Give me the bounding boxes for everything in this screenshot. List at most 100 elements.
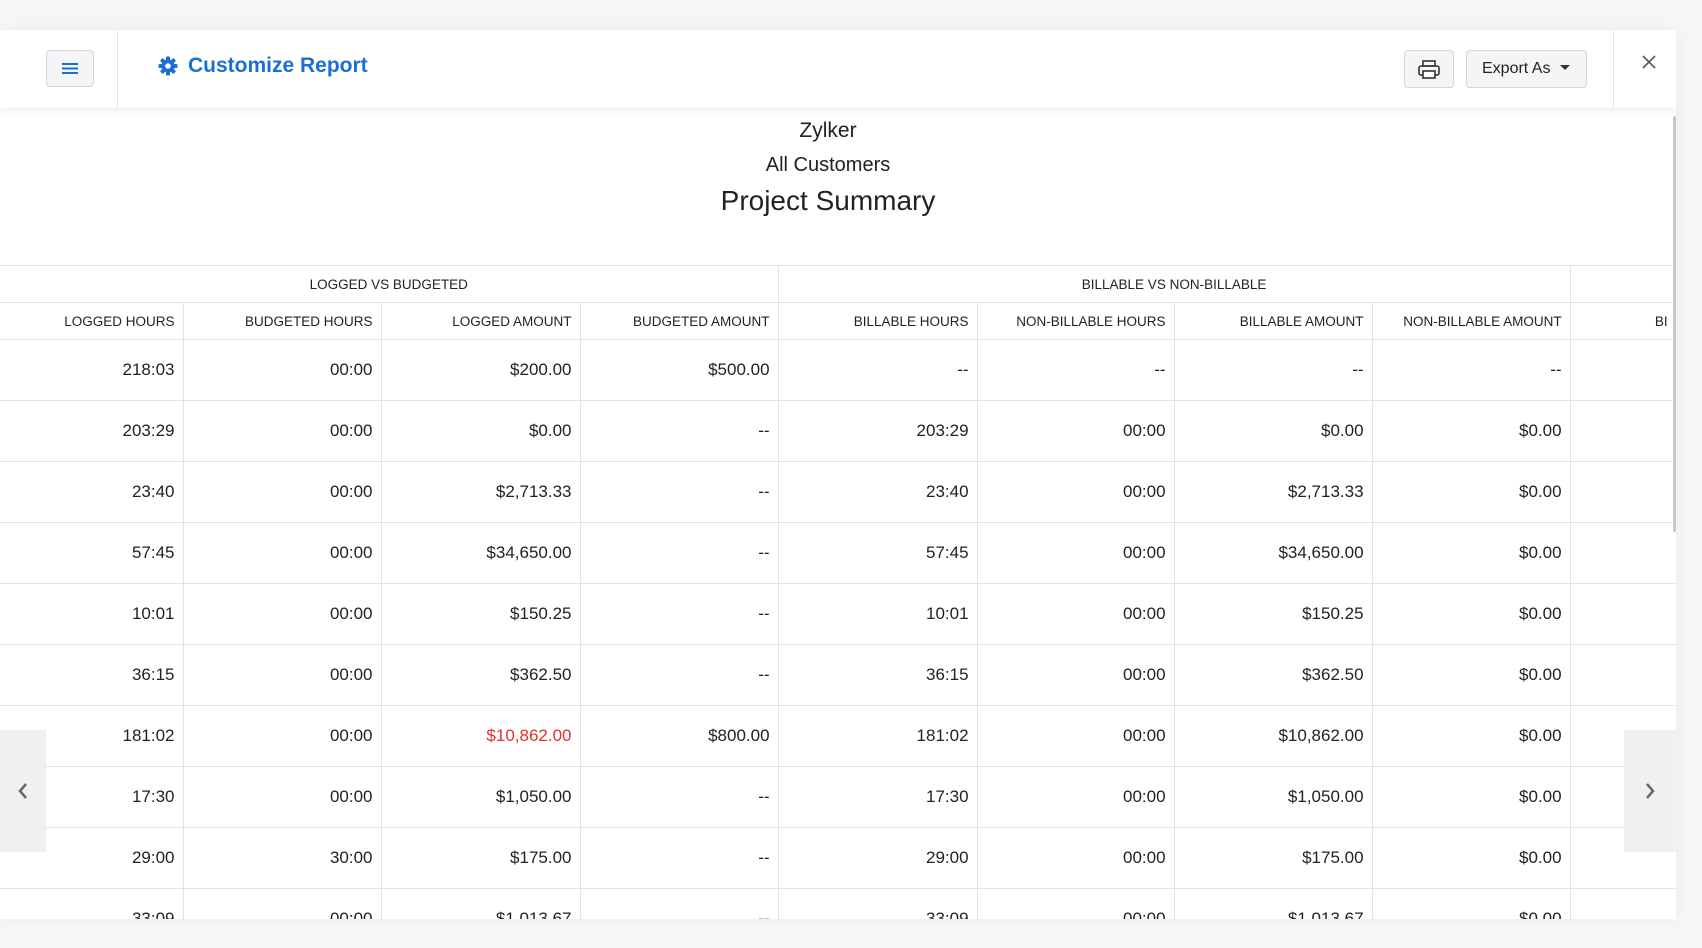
cell: 10:01 bbox=[0, 583, 184, 645]
column-header: BILLABLE HOURS bbox=[778, 302, 978, 340]
print-button[interactable] bbox=[1404, 50, 1454, 88]
scroll-right[interactable] bbox=[1624, 730, 1676, 852]
cell: 00:00 bbox=[183, 766, 382, 828]
table-row: 203:29 00:00 $0.00 -- 203:29 00:00 $0.00 $0.00 bbox=[0, 400, 1676, 462]
group-header bbox=[1570, 265, 1676, 303]
cell: 30:00 bbox=[183, 827, 382, 889]
column-header: BUDGETED HOURS bbox=[183, 302, 382, 340]
cell: $1,013.67 bbox=[381, 888, 581, 919]
table-row: 57:45 00:00 $34,650.00 -- 57:45 00:00 $34,650.… bbox=[0, 522, 1676, 584]
cell: $800.00 bbox=[580, 705, 779, 767]
cell bbox=[1570, 522, 1676, 584]
cell: 00:00 bbox=[977, 766, 1175, 828]
cell: 00:00 bbox=[183, 644, 382, 706]
cell: $362.50 bbox=[381, 644, 581, 706]
customize-report[interactable]: Customize Report bbox=[158, 54, 368, 78]
cell: $0.00 bbox=[1174, 400, 1373, 462]
divider bbox=[117, 30, 118, 108]
cell: -- bbox=[580, 522, 779, 584]
cell: $1,050.00 bbox=[1174, 766, 1373, 828]
cell: 00:00 bbox=[977, 400, 1175, 462]
cell: $0.00 bbox=[1372, 827, 1571, 889]
report-title: Project Summary bbox=[720, 185, 936, 216]
cell: $175.00 bbox=[381, 827, 581, 889]
table-row: 10:01 00:00 $150.25 -- 10:01 00:00 $150.25 $0.0… bbox=[0, 583, 1676, 645]
cell bbox=[1570, 583, 1676, 645]
export-button[interactable]: Export As bbox=[1466, 50, 1587, 88]
cell: 33:09 bbox=[778, 888, 978, 919]
table-row: 181:02 00:00 $10,862.00 $800.00 181:02 00:00 $… bbox=[0, 705, 1676, 767]
cell: 00:00 bbox=[977, 522, 1175, 584]
cell bbox=[1570, 339, 1676, 401]
cell bbox=[1570, 400, 1676, 462]
table-row: 29:00 30:00 $175.00 -- 29:00 00:00 $175.00 $0.0… bbox=[0, 827, 1676, 889]
cell: 57:45 bbox=[0, 522, 184, 584]
cell: 00:00 bbox=[183, 705, 382, 767]
cell: 00:00 bbox=[183, 522, 382, 584]
print-icon bbox=[1418, 60, 1440, 79]
cell: 218:03 bbox=[0, 339, 184, 401]
chevron-right bbox=[1646, 783, 1655, 799]
cell: $1,013.67 bbox=[1174, 888, 1373, 919]
cell bbox=[1570, 888, 1676, 919]
cell: 00:00 bbox=[183, 583, 382, 645]
cell: -- bbox=[580, 644, 779, 706]
cell: 00:00 bbox=[977, 888, 1175, 919]
divider bbox=[1613, 30, 1614, 108]
column-header: NON-BILLABLE HOURS bbox=[977, 302, 1175, 340]
cell: $1,050.00 bbox=[381, 766, 581, 828]
column-header: LOGGED HOURS bbox=[0, 302, 184, 340]
organization: Zylker bbox=[799, 119, 857, 142]
cell: -- bbox=[778, 339, 978, 401]
cell: 00:00 bbox=[977, 461, 1175, 523]
export-label: Export As bbox=[1482, 60, 1551, 77]
cell: 33:09 bbox=[0, 888, 184, 919]
column-header: NON-BILLABLE AMOUNT bbox=[1372, 302, 1571, 340]
cell: 00:00 bbox=[977, 827, 1175, 889]
cell: 00:00 bbox=[183, 461, 382, 523]
table-row: 23:40 00:00 $2,713.33 -- 23:40 00:00 $2,713.33… bbox=[0, 461, 1676, 523]
chevron-left bbox=[18, 783, 27, 799]
cell: -- bbox=[580, 583, 779, 645]
cell: $0.00 bbox=[381, 400, 581, 462]
table-row: 33:09 00:00 $1,013.67 -- 33:09 00:00 $1,013.67… bbox=[0, 888, 1676, 919]
group-header: LOGGED VS BUDGETED bbox=[0, 265, 779, 303]
cell: 00:00 bbox=[183, 339, 382, 401]
cell: 23:40 bbox=[0, 461, 184, 523]
cell: 17:30 bbox=[778, 766, 978, 828]
cell: 181:02 bbox=[778, 705, 978, 767]
cell: -- bbox=[580, 888, 779, 919]
column-header: LOGGED AMOUNT bbox=[381, 302, 581, 340]
cell: $2,713.33 bbox=[1174, 461, 1373, 523]
cell: 203:29 bbox=[778, 400, 978, 462]
cell: $150.25 bbox=[1174, 583, 1373, 645]
customize-label: Customize Report bbox=[188, 54, 368, 77]
caret bbox=[1560, 65, 1571, 70]
column-header-row: LOGGED HOURS BUDGETED HOURS LOGGED AMOUNT B… bbox=[0, 302, 1676, 340]
cell bbox=[1570, 644, 1676, 706]
cell: $10,862.00 bbox=[1174, 705, 1373, 767]
cell: 57:45 bbox=[778, 522, 978, 584]
cell: 36:15 bbox=[778, 644, 978, 706]
cell: 36:15 bbox=[0, 644, 184, 706]
cell: -- bbox=[580, 461, 779, 523]
cell: 00:00 bbox=[977, 705, 1175, 767]
menu-button[interactable] bbox=[46, 50, 94, 87]
cell: $0.00 bbox=[1372, 888, 1571, 919]
cell: 23:40 bbox=[778, 461, 978, 523]
cell: $0.00 bbox=[1372, 705, 1571, 767]
cell: 00:00 bbox=[183, 888, 382, 919]
cell: 10:01 bbox=[778, 583, 978, 645]
report-table: LOGGED VS BUDGETED BILLABLE VS NON-BILLAB… bbox=[0, 265, 1676, 919]
cell: $0.00 bbox=[1372, 400, 1571, 462]
close-button[interactable] bbox=[1641, 54, 1657, 70]
cell: 00:00 bbox=[977, 644, 1175, 706]
cell: $0.00 bbox=[1372, 522, 1571, 584]
scroll-left[interactable] bbox=[0, 730, 46, 852]
cell: -- bbox=[977, 339, 1175, 401]
cell: 29:00 bbox=[778, 827, 978, 889]
cell: -- bbox=[1372, 339, 1571, 401]
filter: All Customers bbox=[765, 154, 891, 176]
cell: $2,713.33 bbox=[381, 461, 581, 523]
cell: $200.00 bbox=[381, 339, 581, 401]
